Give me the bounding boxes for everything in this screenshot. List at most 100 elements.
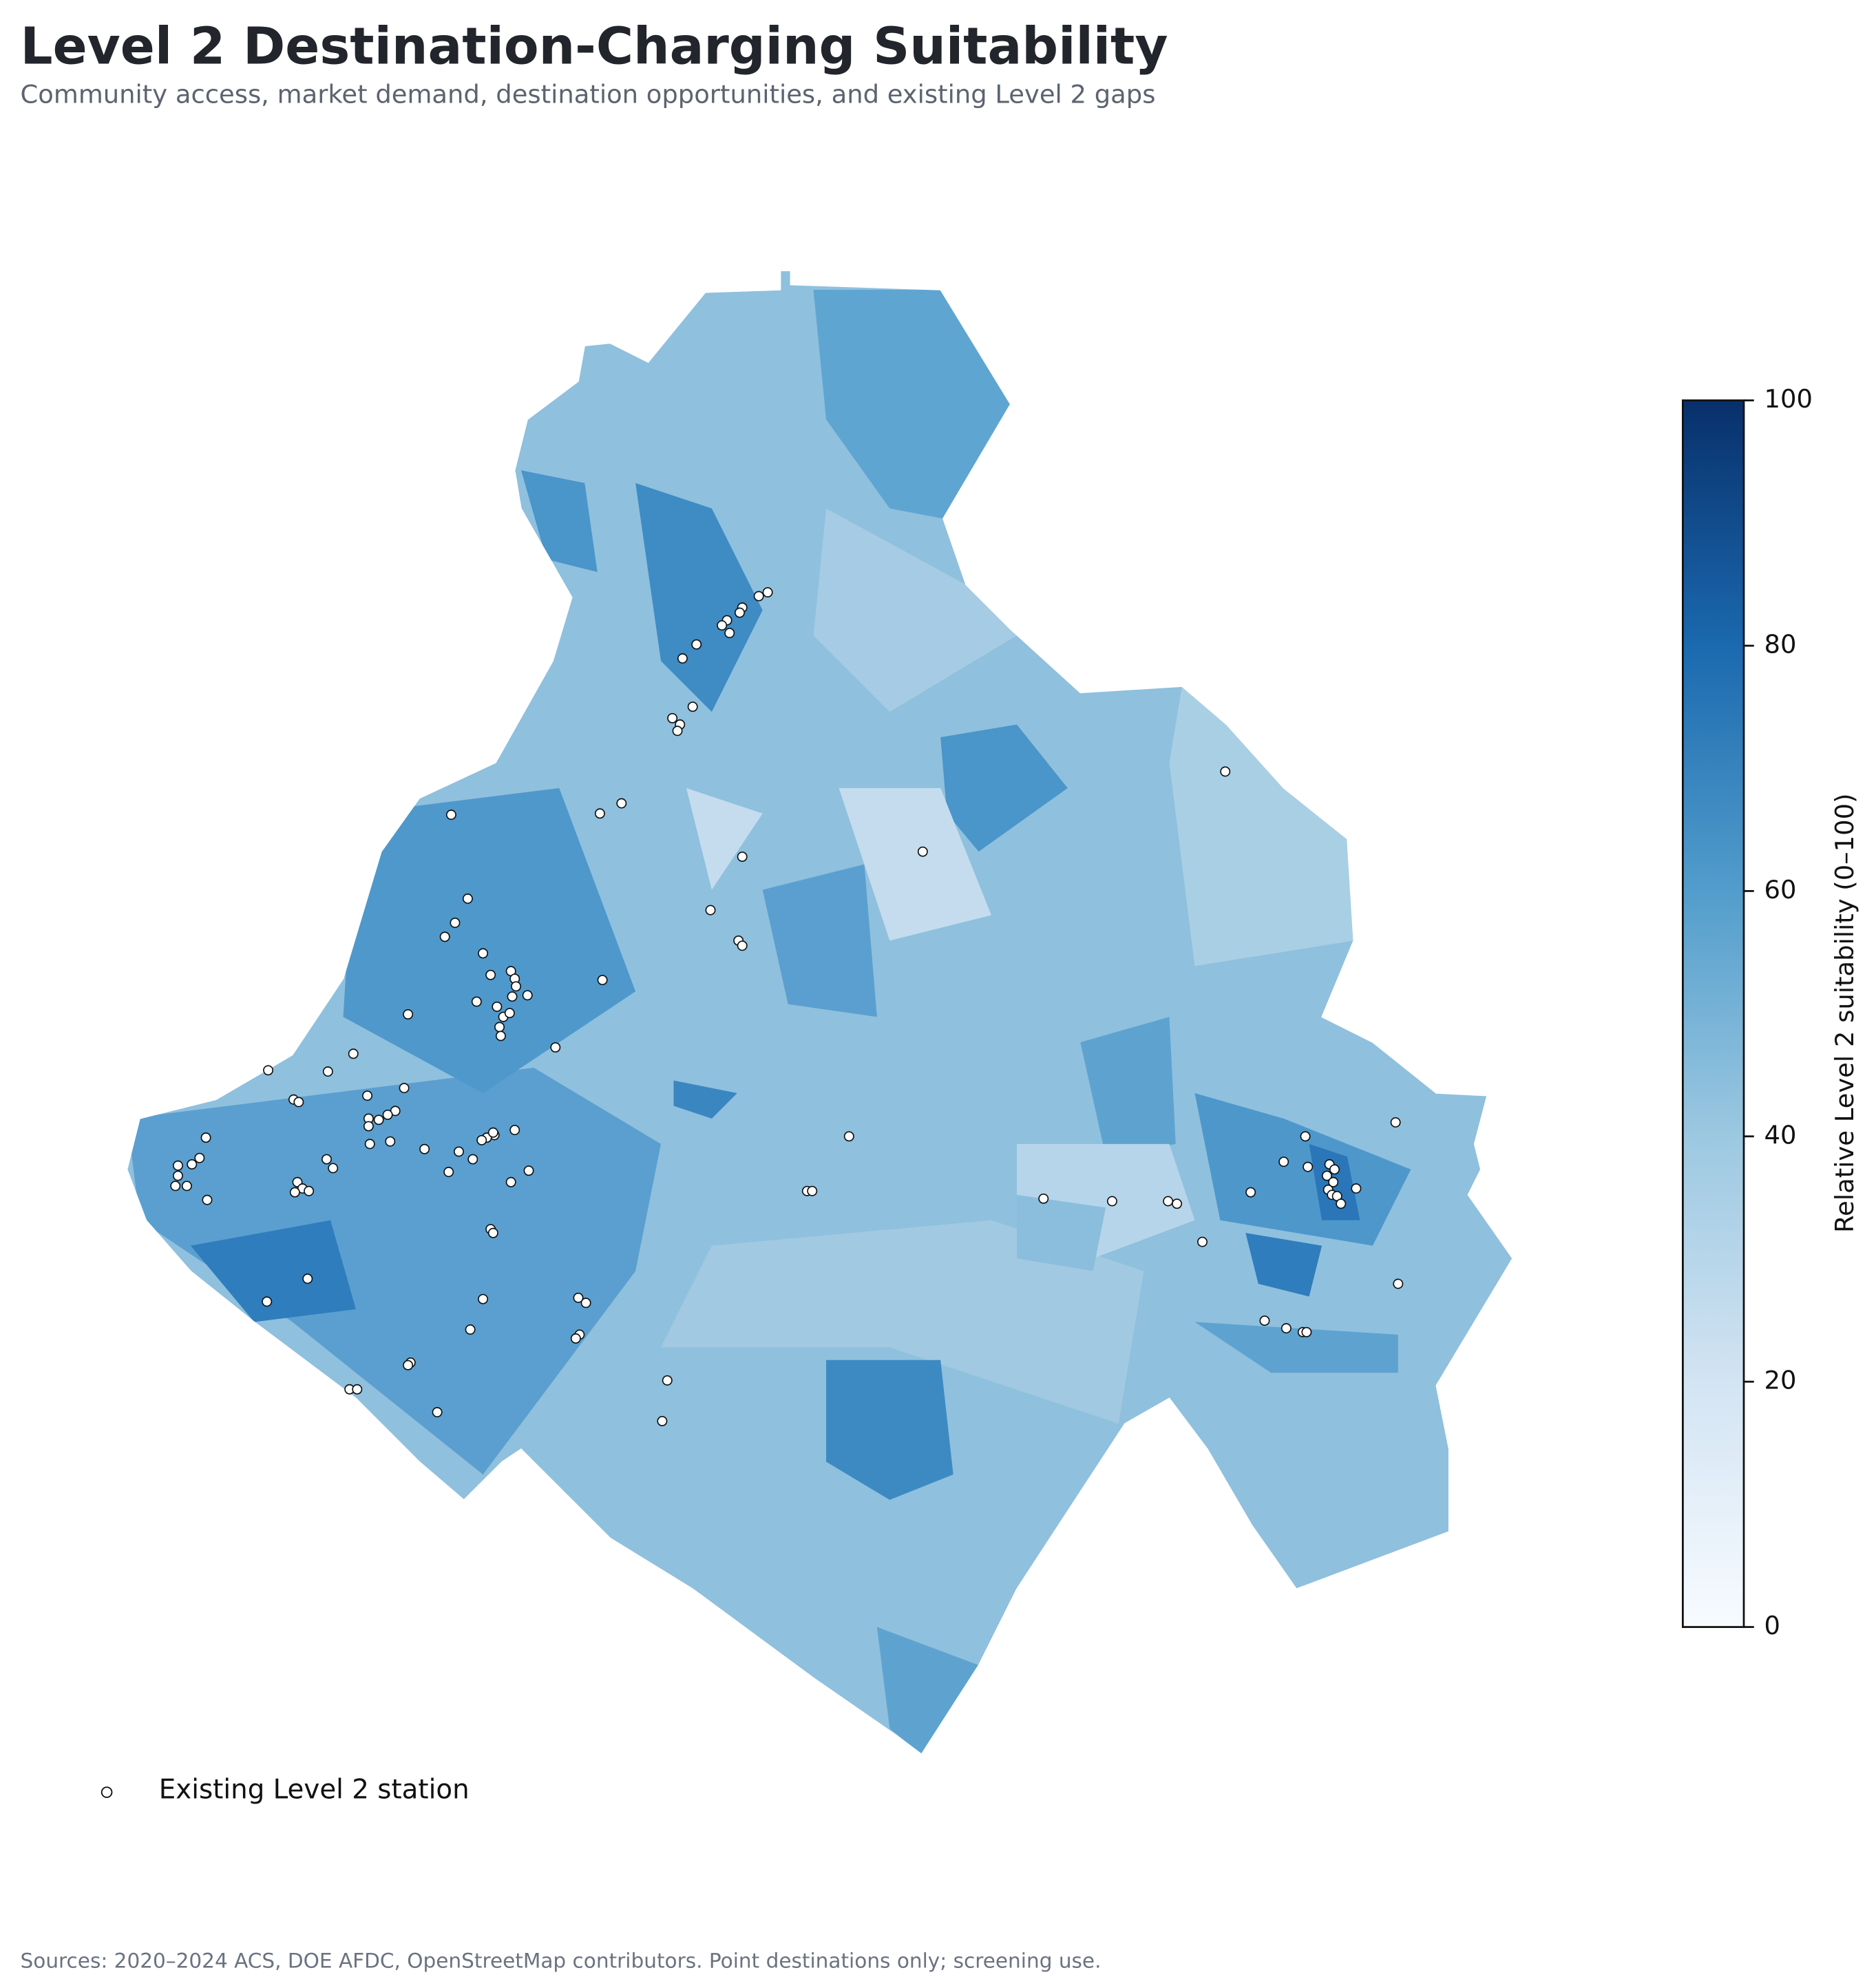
station-marker [382, 1109, 393, 1120]
colorbar-ticks: 0 20 40 60 80 100 [1743, 384, 1813, 1640]
station-marker [724, 628, 735, 639]
station-marker [662, 1375, 673, 1386]
station-marker [667, 712, 678, 723]
station-marker [1106, 1196, 1117, 1207]
station-marker [1163, 1196, 1174, 1207]
station-marker [403, 1360, 414, 1371]
colorbar-tick-label: 80 [1764, 630, 1797, 659]
station-marker [170, 1181, 181, 1192]
station-marker [737, 852, 748, 863]
station-marker [1301, 1326, 1312, 1337]
station-marker [594, 808, 605, 819]
station-marker [616, 798, 627, 809]
station-marker [753, 591, 764, 602]
station-marker [762, 587, 773, 598]
station-marker [262, 1296, 273, 1307]
station-marker [462, 893, 473, 904]
tract-fill [127, 271, 1513, 1755]
station-marker [348, 1048, 359, 1059]
station-marker [181, 1181, 192, 1192]
station-marker [843, 1131, 854, 1142]
station-marker [1390, 1117, 1401, 1128]
station-marker [597, 975, 608, 986]
station-marker [1197, 1236, 1208, 1247]
station-marker [509, 1125, 520, 1136]
subtitle: Community access, market demand, destina… [21, 80, 1156, 109]
station-marker [737, 940, 748, 951]
station-marker [362, 1090, 373, 1101]
station-marker [450, 918, 461, 929]
station-marker [657, 1415, 668, 1426]
station-marker [321, 1154, 332, 1165]
station-marker [328, 1163, 339, 1174]
station-marker [1300, 1131, 1311, 1142]
station-marker [364, 1139, 375, 1150]
station-marker [495, 1030, 506, 1041]
legend-marker [101, 1786, 113, 1798]
station-marker [172, 1160, 183, 1171]
station-marker [200, 1132, 211, 1143]
legend-label: Existing Level 2 station [159, 1774, 470, 1805]
station-marker [302, 1273, 313, 1284]
station-marker [505, 1176, 516, 1187]
station-marker [687, 701, 698, 712]
station-marker [445, 810, 456, 821]
station-marker [487, 1227, 498, 1238]
station-marker [1172, 1198, 1183, 1209]
colorbar-tick-label: 100 [1764, 384, 1813, 414]
colorbar-label: Relative Level 2 suitability (0–100) [1830, 794, 1859, 1233]
station-marker [465, 1324, 476, 1335]
station-marker [1329, 1164, 1340, 1175]
station-marker [735, 607, 745, 618]
title: Level 2 Destination-Charging Suitability [21, 17, 1168, 76]
station-marker [289, 1187, 300, 1198]
station-marker [443, 1167, 454, 1177]
station-marker [1328, 1176, 1339, 1187]
station-marker [454, 1146, 464, 1157]
station-marker [403, 1009, 414, 1020]
station-marker [1336, 1198, 1347, 1209]
station-marker [1321, 1170, 1332, 1181]
station-marker [194, 1152, 205, 1163]
station-marker [570, 1333, 581, 1344]
colorbar [1681, 399, 1745, 1628]
station-marker [373, 1114, 384, 1125]
station-marker [1220, 766, 1231, 777]
station-marker [432, 1407, 443, 1417]
station-marker [504, 1008, 515, 1019]
station-marker [550, 1042, 561, 1053]
source-note: Sources: 2020–2024 ACS, DOE AFDC, OpenSt… [21, 1949, 1102, 1972]
colorbar-tick-label: 0 [1764, 1611, 1780, 1640]
station-marker [363, 1121, 374, 1132]
station-marker [202, 1194, 213, 1205]
station-marker [507, 991, 518, 1002]
colorbar-tick-label: 20 [1764, 1366, 1797, 1395]
station-marker [573, 1292, 584, 1303]
station-marker [1280, 1323, 1292, 1334]
station-marker [717, 620, 728, 631]
station-marker [1278, 1156, 1289, 1167]
station-marker [485, 969, 496, 980]
station-marker [691, 639, 702, 650]
station-marker [1393, 1278, 1404, 1289]
station-marker [1038, 1193, 1049, 1204]
station-marker [487, 1127, 498, 1138]
station-marker [439, 931, 450, 942]
station-marker [476, 1134, 487, 1145]
station-marker [917, 846, 928, 857]
station-marker [523, 1165, 534, 1176]
station-marker [580, 1298, 591, 1309]
station-marker [172, 1170, 183, 1181]
station-marker [263, 1065, 274, 1076]
station-marker [322, 1066, 333, 1077]
station-marker [677, 653, 688, 664]
station-marker [492, 1001, 503, 1012]
station-marker [471, 996, 482, 1007]
station-marker [705, 905, 716, 916]
station-marker [478, 948, 489, 959]
station-marker [1303, 1161, 1314, 1172]
station-marker [187, 1159, 198, 1170]
station-marker [511, 981, 522, 992]
station-marker [304, 1185, 315, 1196]
